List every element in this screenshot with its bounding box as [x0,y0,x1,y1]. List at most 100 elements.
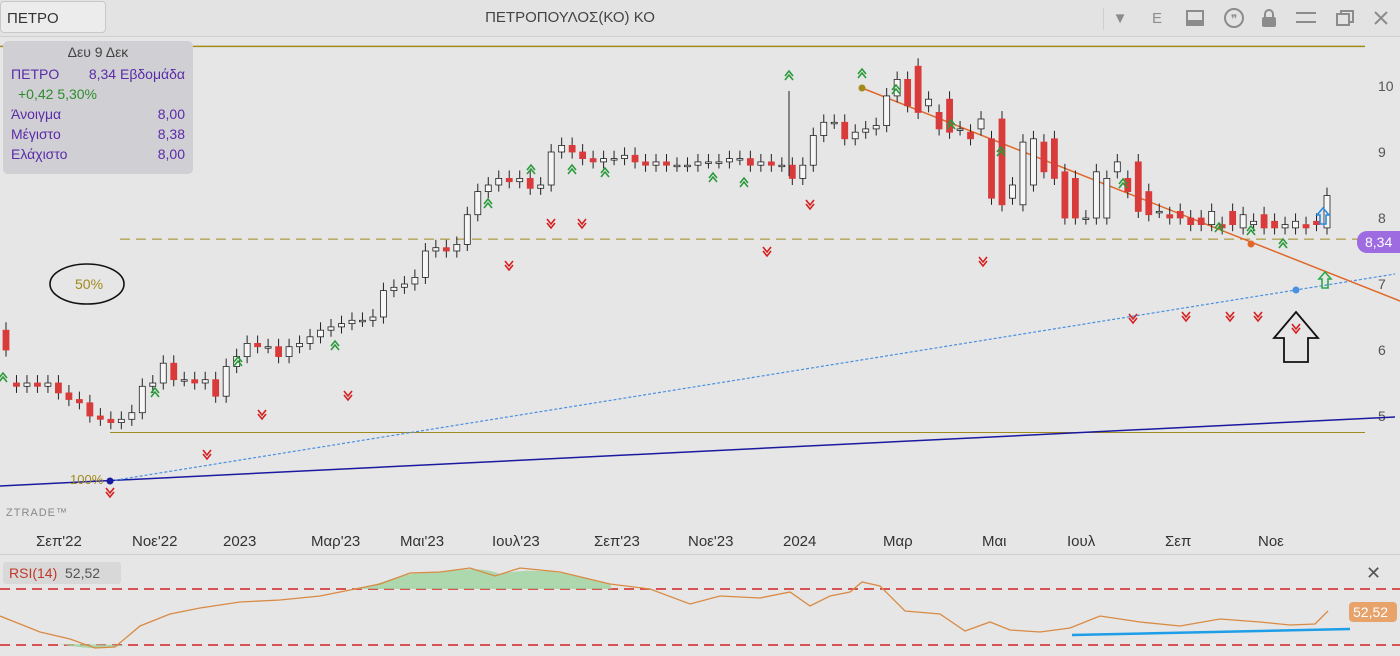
y-tick-label: 10 [1378,78,1394,94]
candle [34,382,41,387]
buy-signal-icon [233,355,243,367]
y-tick-label: 5 [1378,408,1386,424]
dropdown-icon[interactable]: ▼ [1112,9,1128,27]
panel-divider [0,554,1400,555]
candle [505,177,513,183]
candle [767,161,775,166]
candle [1260,214,1268,229]
toolbar-divider [1103,8,1104,30]
info-high-label: Μέγιστο [11,126,61,142]
candle [432,247,440,252]
lock-icon[interactable] [1254,0,1284,36]
watermark: ZTRADE™ [6,507,68,519]
candle [820,121,828,136]
candle [1292,220,1299,229]
buy-signal-icon [784,69,794,81]
candle [149,382,157,387]
candle [904,79,912,107]
quote-icon[interactable]: ❞ [1219,0,1249,36]
buy-signal-icon [526,163,536,175]
candle [23,382,31,387]
sell-signal-icon [1181,311,1191,323]
info-date: Δευ 9 Δεκ [67,44,129,60]
buy-signal-icon [330,339,340,351]
blue-up-arrow-icon [1315,206,1331,225]
sell-signal-icon [762,246,772,258]
candle [736,158,744,161]
candle [1103,177,1111,219]
buy-signal-icon [1246,224,1256,236]
candle [726,158,733,163]
candle [1155,210,1163,214]
annotation-arrow-icon [1272,310,1320,363]
sell-signal-icon [343,390,353,402]
y-tick-label: 8 [1378,210,1386,226]
candle [400,283,408,288]
restore-icon[interactable] [1330,0,1360,36]
x-tick-label: Νοε'22 [132,533,177,550]
candle [275,346,282,358]
candle [1113,161,1121,173]
ohlc-info-panel: Δευ 9 Δεκ ΠΕΤΡΟ 8,34 Εβδομάδα +0,42 5,30%… [3,41,193,174]
y-tick-label: 6 [1378,342,1386,358]
rsi-legend: RSI(14) 52,52 [3,562,121,584]
info-open-value: 8,00 [157,106,185,122]
candle [306,336,314,344]
symbol-input[interactable]: ΠΕΤΡΟ [0,1,106,33]
price-chart[interactable]: 5 6 7 8 9 10 50% 100% Σεπ'22 Νοε'22 2023 Μαρ'23 Μαι'… [0,36,1400,556]
candle [338,323,345,328]
touch-dot [1292,286,1300,294]
candle [757,161,765,166]
sell-signal-icon [577,218,587,230]
interval-button[interactable]: E [1151,9,1162,27]
x-tick-label: Σεπ'23 [594,533,640,550]
svg-text:❞: ❞ [1231,12,1237,26]
candle [65,392,73,400]
candle [1040,141,1048,173]
candle [1271,220,1278,229]
candle [1176,210,1184,219]
info-high-value: 8,38 [157,126,185,142]
buy-signal-icon [946,118,956,130]
candle [673,164,681,168]
menu-icon[interactable] [1291,0,1321,36]
candle [925,98,933,107]
candle [684,164,691,168]
sell-signal-icon [202,449,212,461]
info-low-label: Ελάχιστο [11,146,68,162]
candle [390,286,398,292]
candle [264,346,272,349]
x-tick-label: Μαι [982,533,1007,550]
candle [516,177,524,183]
buy-signal-icon [483,197,493,209]
rsi-close-icon[interactable]: ✕ [1366,563,1382,583]
sell-signal-icon [1253,311,1263,323]
candle [621,154,628,160]
last-price-badge: 8,34 [1357,231,1400,253]
sell-signal-icon [1291,323,1301,335]
candle [159,362,167,384]
x-tick-label: Ιουλ [1067,533,1096,550]
candle [75,399,83,404]
candle [359,319,366,323]
candle [631,154,639,163]
rsi-chart[interactable] [0,556,1400,656]
candle [495,177,503,186]
candle [537,184,545,189]
candle [1145,191,1153,216]
candle [380,290,387,318]
candle [1051,138,1058,179]
panel-icon[interactable] [1180,0,1210,36]
candle [369,316,377,321]
candle [809,135,817,166]
x-tick-label: Μαρ'23 [311,533,360,550]
x-tick-label: Νοε [1258,533,1284,550]
candle [1281,224,1289,229]
candle [411,276,419,285]
candle [872,125,880,130]
candle [851,131,859,140]
candle [1250,220,1258,226]
candle [988,138,995,199]
candle [1124,177,1132,192]
close-icon[interactable] [1366,0,1396,36]
